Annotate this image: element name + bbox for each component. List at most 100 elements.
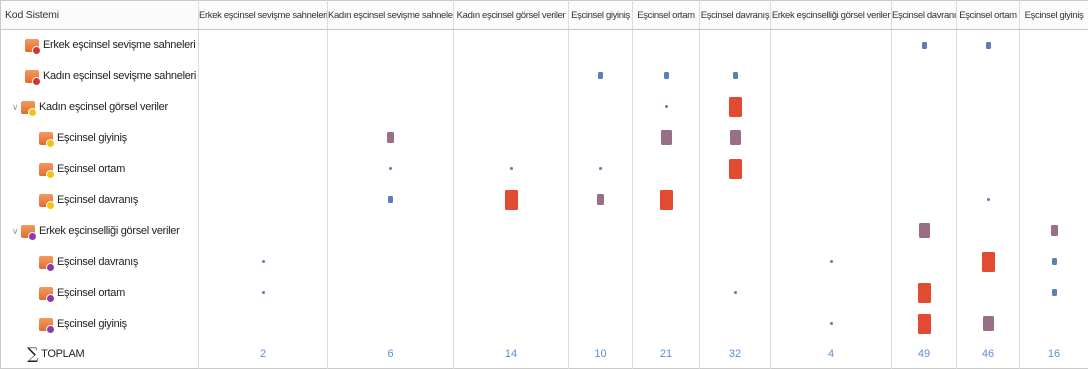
- matrix-cell[interactable]: [632, 308, 700, 340]
- matrix-cell[interactable]: [327, 308, 454, 340]
- matrix-cell[interactable]: [1019, 184, 1088, 216]
- code-cell[interactable]: Eşcinsel davranış: [0, 184, 199, 216]
- matrix-cell[interactable]: [198, 308, 328, 340]
- matrix-cell[interactable]: [453, 60, 569, 92]
- matrix-cell[interactable]: [699, 91, 771, 123]
- matrix-cell[interactable]: [327, 184, 454, 216]
- matrix-cell[interactable]: [327, 91, 454, 123]
- matrix-cell[interactable]: [453, 215, 569, 247]
- matrix-cell[interactable]: [956, 60, 1020, 92]
- matrix-cell[interactable]: [568, 122, 633, 154]
- code-cell[interactable]: Eşcinsel ortam: [0, 153, 199, 185]
- matrix-cell[interactable]: [568, 91, 633, 123]
- matrix-cell[interactable]: [770, 215, 892, 247]
- matrix-cell[interactable]: [198, 91, 328, 123]
- column-header[interactable]: Eşcinsel davranış: [699, 0, 771, 30]
- matrix-cell[interactable]: [327, 29, 454, 61]
- matrix-cell[interactable]: [1019, 277, 1088, 309]
- matrix-cell[interactable]: [1019, 246, 1088, 278]
- matrix-cell[interactable]: [770, 60, 892, 92]
- matrix-cell[interactable]: [891, 60, 957, 92]
- column-header[interactable]: Eşcinsel davranış: [891, 0, 957, 30]
- matrix-cell[interactable]: [891, 184, 957, 216]
- matrix-cell[interactable]: [770, 277, 892, 309]
- matrix-cell[interactable]: [453, 122, 569, 154]
- matrix-cell[interactable]: [699, 246, 771, 278]
- column-header[interactable]: Eşcinsel ortam: [956, 0, 1020, 30]
- matrix-cell[interactable]: [198, 60, 328, 92]
- code-cell[interactable]: Eşcinsel giyiniş: [0, 122, 199, 154]
- matrix-cell[interactable]: [891, 91, 957, 123]
- matrix-cell[interactable]: [632, 153, 700, 185]
- column-header[interactable]: Eşcinsel ortam: [632, 0, 700, 30]
- code-cell[interactable]: ∨ Erkek eşcinselliği görsel veriler: [0, 215, 199, 247]
- matrix-cell[interactable]: [198, 277, 328, 309]
- chevron-down-icon[interactable]: ∨: [11, 225, 19, 236]
- matrix-cell[interactable]: [327, 277, 454, 309]
- matrix-cell[interactable]: [699, 215, 771, 247]
- matrix-cell[interactable]: [956, 122, 1020, 154]
- matrix-cell[interactable]: [891, 308, 957, 340]
- matrix-cell[interactable]: [770, 29, 892, 61]
- matrix-cell[interactable]: [891, 246, 957, 278]
- matrix-cell[interactable]: [327, 122, 454, 154]
- matrix-cell[interactable]: [327, 246, 454, 278]
- column-header[interactable]: Eşcinsel giyiniş: [568, 0, 633, 30]
- matrix-cell[interactable]: [453, 277, 569, 309]
- code-system-header[interactable]: Kod Sistemi: [0, 0, 199, 30]
- matrix-cell[interactable]: [632, 122, 700, 154]
- matrix-cell[interactable]: [198, 153, 328, 185]
- matrix-cell[interactable]: [632, 60, 700, 92]
- matrix-cell[interactable]: [699, 122, 771, 154]
- matrix-cell[interactable]: [632, 91, 700, 123]
- code-cell[interactable]: Kadın eşcinsel sevişme sahneleri: [0, 60, 199, 92]
- matrix-cell[interactable]: [453, 308, 569, 340]
- matrix-cell[interactable]: [956, 91, 1020, 123]
- code-cell[interactable]: ∨ Kadın eşcinsel görsel veriler: [0, 91, 199, 123]
- matrix-cell[interactable]: [198, 29, 328, 61]
- column-header[interactable]: Erkek eşcinselliği görsel veriler: [770, 0, 892, 30]
- code-cell[interactable]: Eşcinsel davranış: [0, 246, 199, 278]
- matrix-cell[interactable]: [770, 308, 892, 340]
- matrix-cell[interactable]: [699, 29, 771, 61]
- matrix-cell[interactable]: [453, 153, 569, 185]
- matrix-cell[interactable]: [632, 277, 700, 309]
- matrix-cell[interactable]: [891, 29, 957, 61]
- matrix-cell[interactable]: [568, 184, 633, 216]
- matrix-cell[interactable]: [956, 153, 1020, 185]
- column-header[interactable]: Erkek eşcinsel sevişme sahneleri: [198, 0, 328, 30]
- matrix-cell[interactable]: [1019, 60, 1088, 92]
- matrix-cell[interactable]: [891, 153, 957, 185]
- matrix-cell[interactable]: [956, 277, 1020, 309]
- matrix-cell[interactable]: [327, 215, 454, 247]
- matrix-cell[interactable]: [568, 277, 633, 309]
- matrix-cell[interactable]: [770, 153, 892, 185]
- matrix-cell[interactable]: [568, 246, 633, 278]
- matrix-cell[interactable]: [453, 184, 569, 216]
- matrix-cell[interactable]: [699, 60, 771, 92]
- matrix-cell[interactable]: [956, 29, 1020, 61]
- matrix-cell[interactable]: [1019, 122, 1088, 154]
- code-cell[interactable]: Eşcinsel giyiniş: [0, 308, 199, 340]
- matrix-cell[interactable]: [699, 184, 771, 216]
- matrix-cell[interactable]: [568, 308, 633, 340]
- matrix-cell[interactable]: [632, 246, 700, 278]
- matrix-cell[interactable]: [770, 184, 892, 216]
- column-header[interactable]: Eşcinsel giyiniş: [1019, 0, 1088, 30]
- matrix-cell[interactable]: [632, 29, 700, 61]
- matrix-cell[interactable]: [956, 308, 1020, 340]
- matrix-cell[interactable]: [568, 215, 633, 247]
- matrix-cell[interactable]: [891, 122, 957, 154]
- code-cell[interactable]: Eşcinsel ortam: [0, 277, 199, 309]
- matrix-cell[interactable]: [699, 153, 771, 185]
- matrix-cell[interactable]: [1019, 29, 1088, 61]
- matrix-cell[interactable]: [568, 60, 633, 92]
- matrix-cell[interactable]: [632, 215, 700, 247]
- matrix-cell[interactable]: [198, 215, 328, 247]
- matrix-cell[interactable]: [327, 60, 454, 92]
- matrix-cell[interactable]: [327, 153, 454, 185]
- matrix-cell[interactable]: [770, 122, 892, 154]
- matrix-cell[interactable]: [198, 246, 328, 278]
- matrix-cell[interactable]: [632, 184, 700, 216]
- matrix-cell[interactable]: [956, 215, 1020, 247]
